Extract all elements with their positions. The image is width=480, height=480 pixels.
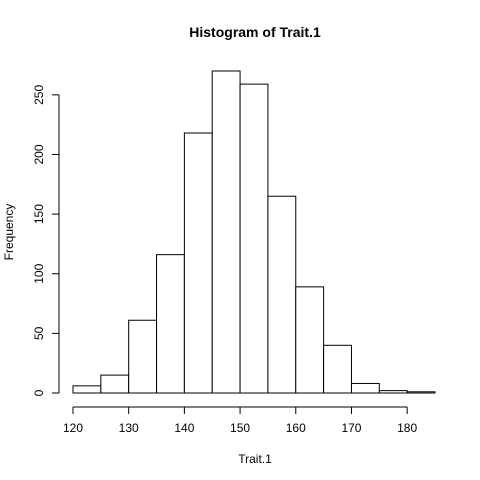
histogram-bar [350,382,380,394]
x-tick-label: 130 [119,421,139,435]
histogram-bar [378,390,408,394]
x-axis: 120 130 140 150 160 170 180 [63,406,417,435]
y-tick-label: 0 [32,389,46,396]
y-tick-label: 150 [32,204,46,224]
histogram-bar [72,385,102,394]
x-tick-label: 120 [63,421,83,435]
chart-title: Histogram of Trait.1 [189,24,321,40]
y-tick-label: 200 [32,144,46,164]
x-tick-label: 140 [174,421,194,435]
y-tick-label: 50 [32,326,46,340]
histogram-bar [100,374,130,394]
y-tick-label: 250 [32,85,46,105]
histogram-bar [323,344,352,394]
x-axis-label: Trait.1 [238,452,272,466]
y-axis: 0 50 100 150 200 250 [32,85,60,396]
histogram-bar [239,83,269,394]
histogram-bar [295,286,325,394]
x-tick-label: 180 [397,421,417,435]
histogram-bar [156,254,185,394]
histogram-bars [72,70,436,394]
x-tick-label: 160 [286,421,306,435]
y-tick-label: 100 [32,263,46,283]
x-tick-label: 150 [230,421,250,435]
y-axis-label: Frequency [2,204,16,261]
histogram-bar [128,319,158,394]
histogram-bar [183,132,213,394]
histogram-bar [267,195,297,394]
histogram-bar [211,70,241,394]
x-tick-label: 170 [341,421,361,435]
histogram-bar [406,391,436,394]
